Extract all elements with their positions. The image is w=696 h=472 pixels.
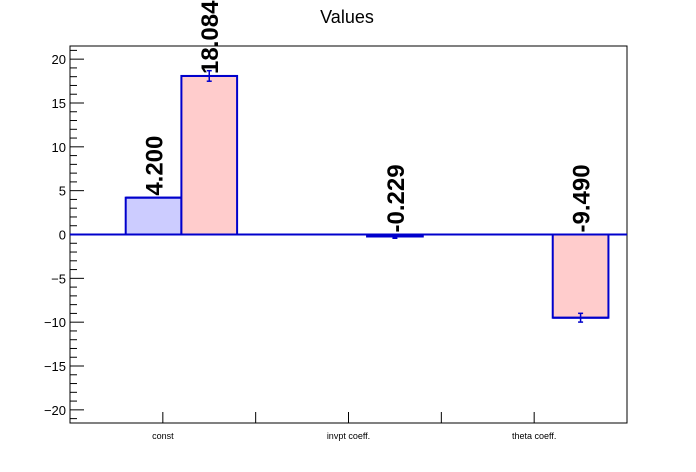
y-tick-label: 0 bbox=[59, 228, 66, 243]
chart-title: Values bbox=[320, 7, 374, 27]
y-tick-label: 10 bbox=[52, 140, 66, 155]
bar bbox=[551, 233, 610, 319]
bar bbox=[124, 196, 183, 236]
y-tick-label: 20 bbox=[52, 52, 66, 67]
x-category-label: invpt coeff. bbox=[327, 431, 370, 441]
value-labels: 4.200 18.084 -0.229 -9.490 bbox=[142, 0, 596, 233]
x-category-label: const bbox=[152, 431, 174, 441]
bar-value-label: -0.229 bbox=[383, 164, 410, 232]
y-tick-label: −15 bbox=[44, 359, 66, 374]
y-tick-label: 5 bbox=[59, 184, 66, 199]
bar-value-label: 4.200 bbox=[142, 136, 169, 196]
bar bbox=[180, 74, 239, 236]
x-axis: const invpt coeff. theta coeff. bbox=[152, 412, 556, 441]
y-tick-label: −20 bbox=[44, 403, 66, 418]
y-tick-label: −10 bbox=[44, 315, 66, 330]
x-category-label: theta coeff. bbox=[512, 431, 556, 441]
y-tick-label: 15 bbox=[52, 96, 66, 111]
y-tick-label: −5 bbox=[51, 271, 66, 286]
bar-value-label: 18.084 bbox=[197, 0, 224, 74]
bar-series bbox=[124, 69, 610, 323]
bar-value-label: -9.490 bbox=[569, 164, 596, 232]
